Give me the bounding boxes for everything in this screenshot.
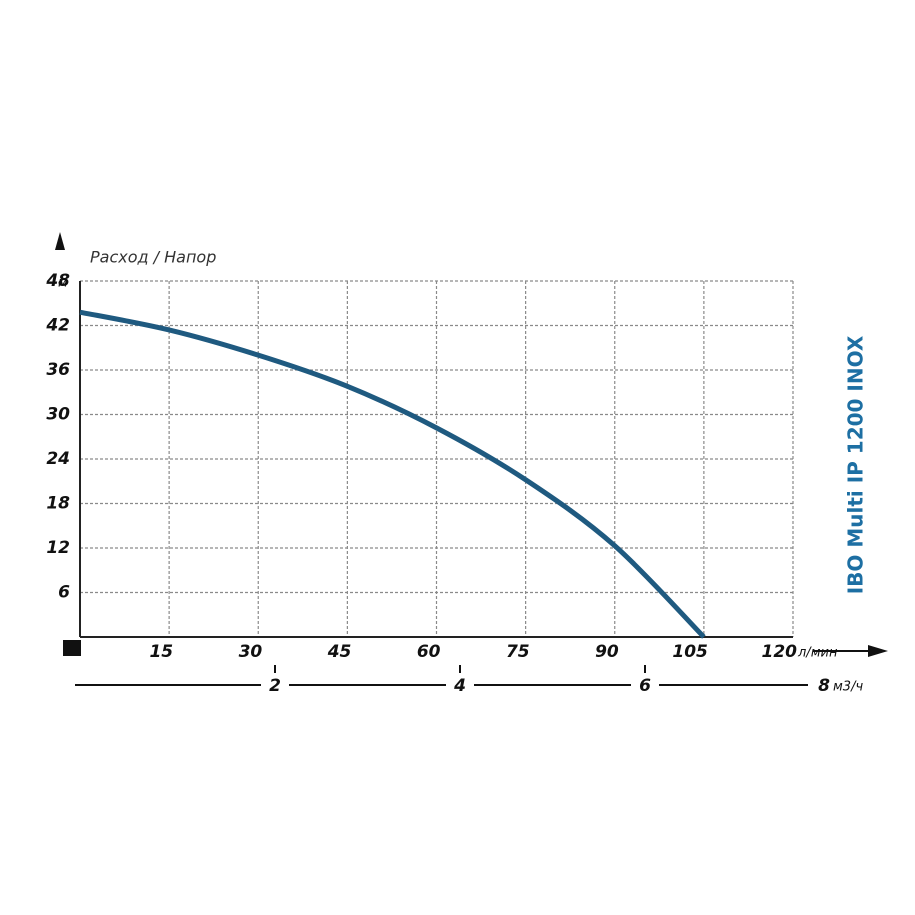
x-tick-label: 45: [327, 642, 352, 662]
x-tick-label: 105: [672, 642, 708, 662]
x2-tick-label: 8: [818, 676, 830, 696]
y-tick-label: 6: [58, 583, 70, 603]
x-tick-label: 60: [417, 642, 441, 662]
x2-label-bg: [446, 675, 474, 695]
x2-label-bg: [631, 675, 659, 695]
y-arrow: [55, 232, 65, 250]
x2-label-bg: [261, 675, 289, 695]
x-tick-label: 120: [762, 642, 798, 662]
x2-tick-label: 6: [639, 676, 651, 696]
y-tick-label: 18: [46, 494, 70, 514]
y-unit: м: [58, 276, 68, 291]
y-tick-label: 36: [46, 360, 70, 380]
origin-square: [63, 640, 81, 656]
x2-unit: м3/ч: [833, 680, 863, 695]
y-tick-label: 12: [46, 538, 70, 558]
x-tick-label: 30: [239, 642, 263, 662]
x2-label-bg: [808, 675, 888, 695]
x2-tick-label: 4: [453, 676, 466, 696]
axis-label: Расход / Напор: [90, 248, 216, 267]
chart-title: IBO Multi IP 1200 INOX: [844, 335, 868, 594]
x-tick-label: 75: [506, 642, 530, 662]
curve: [79, 309, 706, 639]
x-tick-label: 15: [149, 642, 173, 662]
x2-tick-label: 2: [269, 676, 281, 696]
y-tick-label: 24: [46, 449, 70, 469]
y-tick-label: 30: [46, 405, 70, 425]
y-tick-label: 48: [45, 271, 70, 291]
x-unit: л/мин: [797, 646, 838, 661]
y-tick-label: 42: [45, 316, 70, 336]
x-tick-label: 90: [595, 642, 619, 662]
x-arrowhead: [868, 645, 888, 657]
